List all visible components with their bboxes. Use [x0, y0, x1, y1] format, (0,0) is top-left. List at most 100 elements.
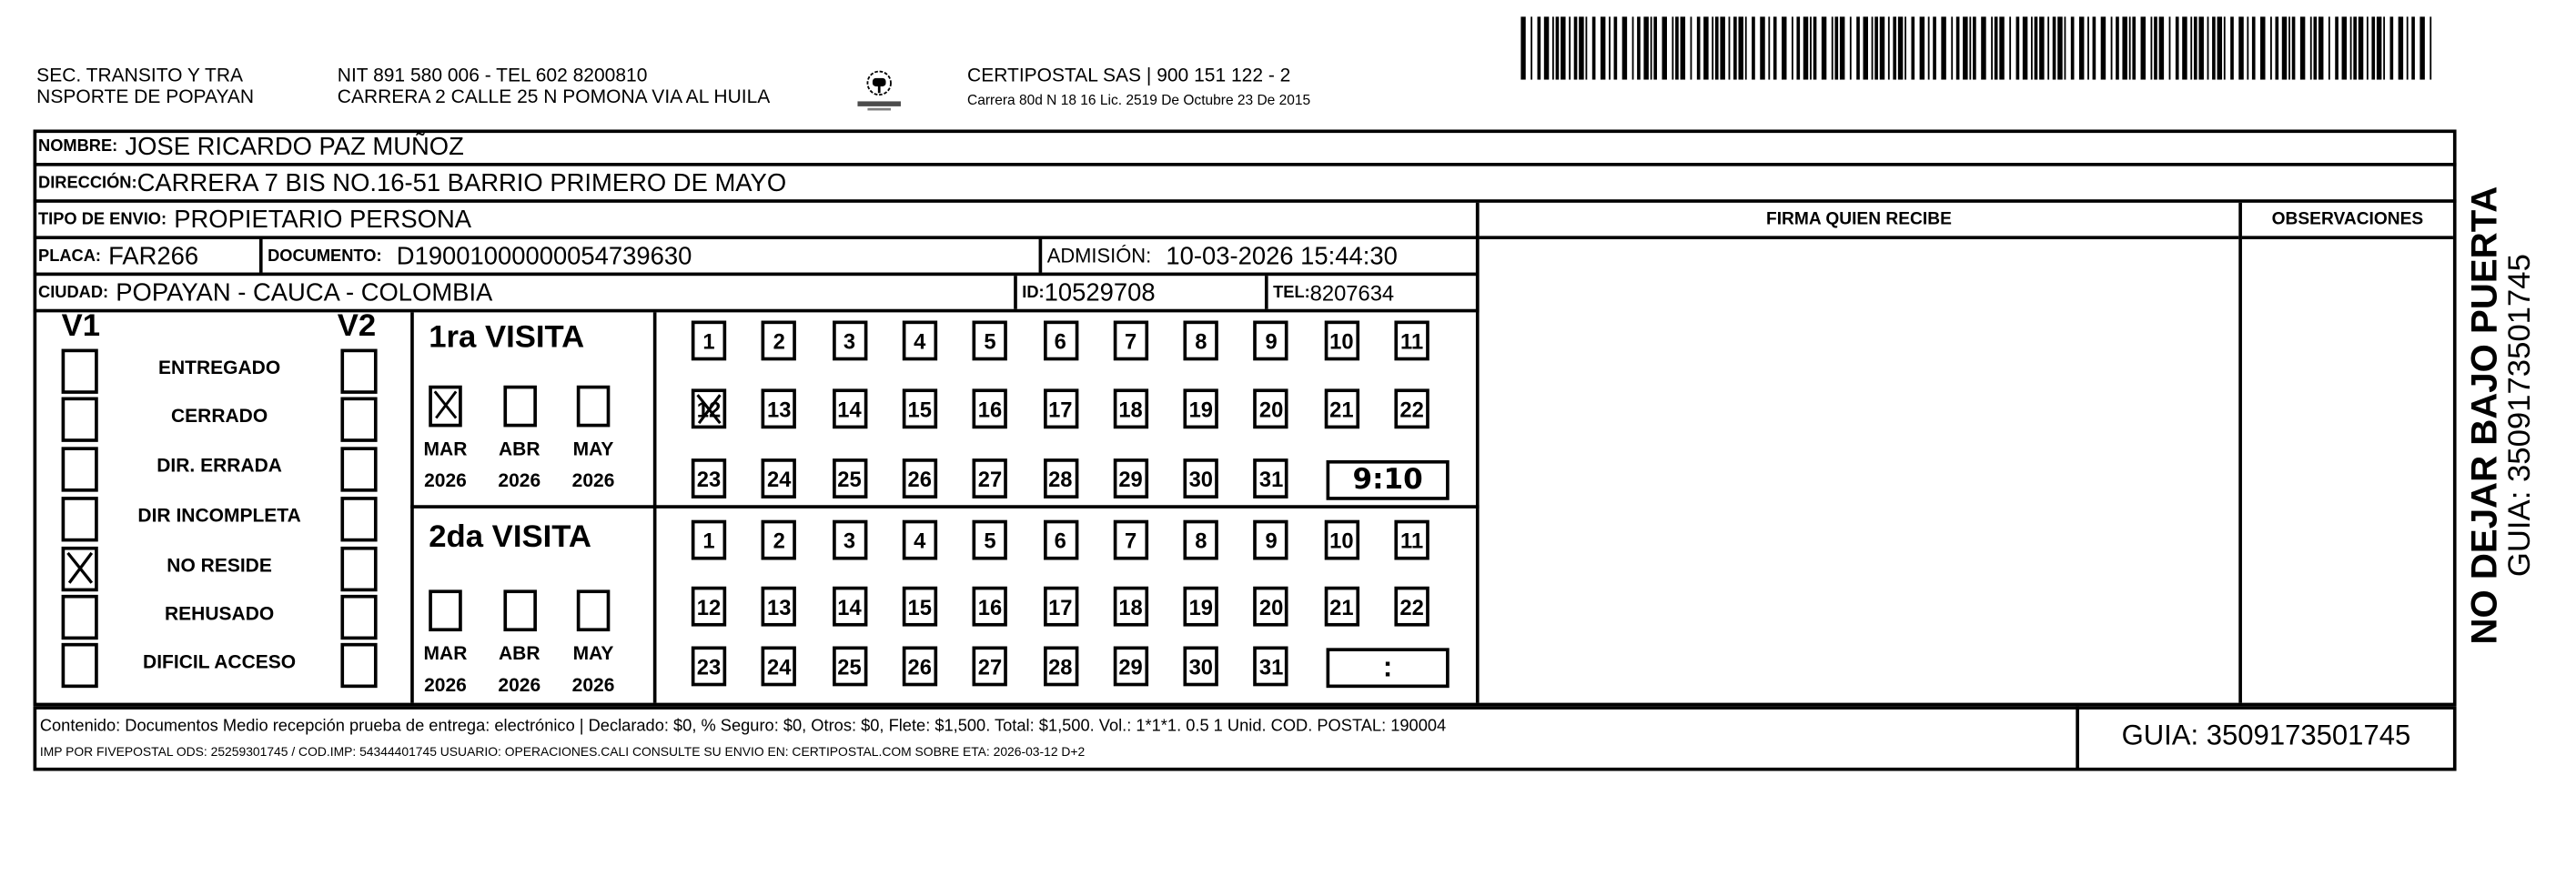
visit-1-day-box[interactable]: 2 — [762, 320, 797, 361]
visit-1-month-label: MAR 2026 — [412, 436, 479, 498]
visit-1-day-box[interactable]: 1 — [691, 320, 727, 361]
v2-checkbox-7[interactable] — [340, 642, 378, 689]
visit-2-day-box[interactable]: 20 — [1253, 586, 1289, 627]
ciudad-value: POPAYAN - CAUCA - COLOMBIA — [116, 277, 493, 307]
visit-2-day-box[interactable]: 8 — [1183, 519, 1218, 560]
visit-1-day-box[interactable]: 29 — [1113, 458, 1148, 498]
v2-checkbox-4[interactable] — [340, 497, 378, 542]
visit-2-day-box[interactable]: 29 — [1113, 646, 1148, 687]
barcode-bar — [2154, 16, 2157, 80]
v2-checkbox-6[interactable] — [340, 594, 378, 640]
visit-1-day-box[interactable]: 14 — [832, 388, 867, 429]
firma-field[interactable] — [1482, 239, 2237, 701]
v1-checkbox-3[interactable] — [61, 447, 98, 492]
visit-2-day-box[interactable]: 4 — [902, 519, 937, 560]
visit-2-day-box[interactable]: 14 — [832, 586, 867, 627]
visit-1-day-box[interactable]: 30 — [1183, 458, 1218, 498]
visit-2-day-box[interactable]: 24 — [762, 646, 797, 687]
visit-2-day-box[interactable]: 27 — [972, 646, 1008, 687]
visit-1-day-box[interactable]: 23 — [691, 458, 727, 498]
visit-2-day-box[interactable]: 11 — [1394, 519, 1429, 560]
v2-checkbox-5[interactable] — [340, 546, 378, 592]
visit-2-day-box[interactable]: 9 — [1253, 519, 1289, 560]
visit-2-day-box[interactable]: 26 — [902, 646, 937, 687]
visit-1-day-box[interactable]: 22 — [1394, 388, 1429, 429]
visit-2-day-box[interactable]: 15 — [902, 586, 937, 627]
visit-2-day-box[interactable]: 30 — [1183, 646, 1218, 687]
visit-2-day-box[interactable]: 13 — [762, 586, 797, 627]
v2-checkbox-3[interactable] — [340, 447, 378, 492]
visit-1-month-checkbox[interactable] — [429, 385, 462, 428]
visit-2-day-box[interactable]: 23 — [691, 646, 727, 687]
visit-2-day-box[interactable]: 7 — [1113, 519, 1148, 560]
visit-1-day-box[interactable]: 19 — [1183, 388, 1218, 429]
visit-1-day-box[interactable]: 21 — [1324, 388, 1359, 429]
visit-1-day-box[interactable]: 26 — [902, 458, 937, 498]
visit-2-day-box[interactable]: 1 — [691, 519, 727, 560]
visit-1-day-box[interactable]: 12 — [691, 388, 727, 429]
visit-2-day-box[interactable]: 16 — [972, 586, 1008, 627]
visit-1-day-box[interactable]: 6 — [1043, 320, 1078, 361]
visit-2-time-field[interactable]: : — [1326, 648, 1450, 689]
visit-1-month-checkbox[interactable] — [576, 385, 611, 428]
visit-2-day-box[interactable]: 3 — [832, 519, 867, 560]
visit-1-day-box[interactable]: 31 — [1253, 458, 1289, 498]
direccion-label: DIRECCIÓN: — [38, 173, 137, 192]
visit-1-day-box[interactable]: 20 — [1253, 388, 1289, 429]
visit-1-day-box[interactable]: 15 — [902, 388, 937, 429]
v1-checkbox-5[interactable] — [61, 546, 98, 592]
visit-1-day-box[interactable]: 3 — [832, 320, 867, 361]
barcode-bar — [1555, 16, 1560, 80]
day-number: 1 — [702, 327, 715, 354]
v1-checkbox-4[interactable] — [61, 497, 98, 542]
visit-1-day-box[interactable]: 17 — [1043, 388, 1078, 429]
visit-1-day-box[interactable]: 4 — [902, 320, 937, 361]
day-number: 19 — [1188, 396, 1214, 422]
visit-2-day-box[interactable]: 18 — [1113, 586, 1148, 627]
visit-1-time-field[interactable]: 9:10 — [1326, 459, 1450, 500]
imp-line: IMP POR FIVEPOSTAL ODS: 25259301745 / CO… — [39, 744, 1086, 760]
visit-2-day-box[interactable]: 28 — [1043, 646, 1078, 687]
visit-2-day-box[interactable]: 10 — [1324, 519, 1359, 560]
visit-1-day-box[interactable]: 28 — [1043, 458, 1078, 498]
v2-checkbox-2[interactable] — [340, 397, 378, 442]
visit-1-day-box[interactable]: 25 — [832, 458, 867, 498]
visit-2-day-box[interactable]: 19 — [1183, 586, 1218, 627]
v1-checkbox-6[interactable] — [61, 594, 98, 640]
visit-1-day-box[interactable]: 11 — [1394, 320, 1429, 361]
visit-1-day-box[interactable]: 7 — [1113, 320, 1148, 361]
observaciones-field[interactable] — [2244, 239, 2451, 701]
visit-2-day-box[interactable]: 25 — [832, 646, 867, 687]
v1-checkbox-2[interactable] — [61, 397, 98, 442]
day-number: 24 — [767, 653, 792, 680]
v2-checkbox-1[interactable] — [340, 348, 378, 394]
visit-2-day-box[interactable]: 5 — [972, 519, 1008, 560]
visit-2-day-box[interactable]: 31 — [1253, 646, 1289, 687]
visit-2-day-box[interactable]: 17 — [1043, 586, 1078, 627]
visit-2-day-box[interactable]: 21 — [1324, 586, 1359, 627]
visit-1-day-box[interactable]: 8 — [1183, 320, 1218, 361]
barcode-bar — [1631, 16, 1634, 80]
visit-1-day-box[interactable]: 9 — [1253, 320, 1289, 361]
visit-1-month-checkbox[interactable] — [502, 385, 537, 428]
visit-1-day-box[interactable]: 10 — [1324, 320, 1359, 361]
visit-2-month-checkbox[interactable] — [502, 589, 537, 632]
visit-1-day-box[interactable]: 18 — [1113, 388, 1148, 429]
visit-2-day-box[interactable]: 22 — [1394, 586, 1429, 627]
visit-2-month-checkbox[interactable] — [576, 589, 611, 632]
visit-2-day-box[interactable]: 12 — [691, 586, 727, 627]
visit-1-day-box[interactable]: 16 — [972, 388, 1008, 429]
visit-2-month-checkbox[interactable] — [429, 589, 462, 632]
visit-1-day-box[interactable]: 5 — [972, 320, 1008, 361]
visit-1-month-label: MAY 2026 — [561, 436, 627, 498]
v1-checkbox-7[interactable] — [61, 642, 98, 689]
visit-1-day-box[interactable]: 27 — [972, 458, 1008, 498]
day-number: 14 — [837, 593, 862, 619]
visit-1-day-box[interactable]: 24 — [762, 458, 797, 498]
visit-1-day-box[interactable]: 13 — [762, 388, 797, 429]
visit-2-day-box[interactable]: 2 — [762, 519, 797, 560]
v1-checkbox-1[interactable] — [61, 348, 98, 394]
visit-2-day-box[interactable]: 6 — [1043, 519, 1078, 560]
sender-line-1: SEC. TRANSITO Y TRA — [36, 66, 244, 86]
barcode-bar — [2353, 16, 2357, 80]
